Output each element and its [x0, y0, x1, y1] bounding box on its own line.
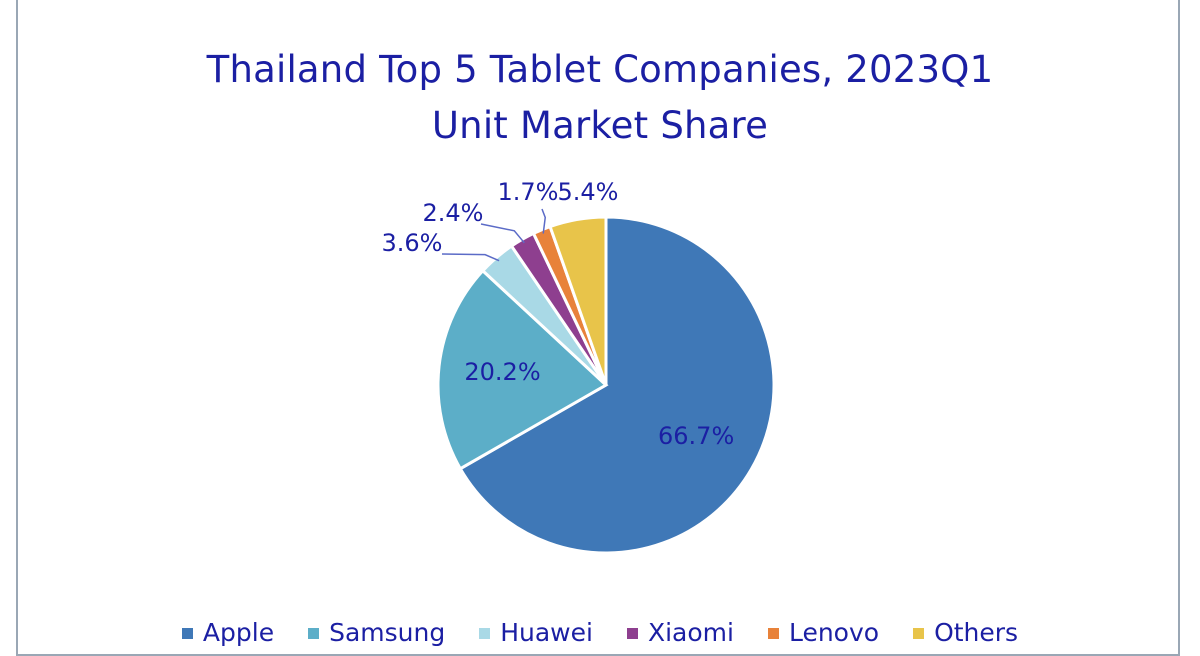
- leader-line-huawei: [441, 253, 500, 262]
- data-label-xiaomi: 2.4%: [423, 199, 484, 227]
- data-label-apple: 66.7%: [658, 422, 734, 450]
- data-label-samsung: 20.2%: [464, 358, 540, 386]
- leader-line-xiaomi: [480, 223, 525, 244]
- legend-swatch-apple: [181, 627, 193, 639]
- legend-item-others: Others: [913, 618, 1018, 648]
- legend-label-others: Others: [934, 618, 1019, 647]
- legend-swatch-others: [913, 627, 925, 639]
- pie-slice-others: [548, 215, 608, 386]
- pie-slice-samsung: [436, 268, 609, 471]
- legend-label-lenovo: Lenovo: [788, 618, 880, 647]
- leader-line-lenovo: [541, 208, 547, 234]
- data-label-huawei: 3.6%: [382, 229, 443, 257]
- data-label-others: 5.4%: [558, 178, 619, 206]
- pie-slice-apple: [458, 215, 776, 555]
- data-label-lenovo: 1.7%: [498, 178, 559, 206]
- legend-item-huawei: Huawei: [479, 618, 593, 648]
- legend-swatch-lenovo: [767, 627, 779, 639]
- legend-swatch-samsung: [308, 627, 320, 639]
- chart-legend: Apple Samsung Huawei Xiaomi Lenovo Others: [0, 618, 1200, 648]
- legend-label-huawei: Huawei: [500, 618, 593, 647]
- pie-chart: 66.7% 20.2% 3.6%2.4% 1.7% 5.4%: [382, 178, 776, 555]
- chart-title-line-2: Unit Market Share: [431, 104, 769, 147]
- legend-swatch-xiaomi: [626, 627, 638, 639]
- legend-label-apple: Apple: [202, 618, 275, 647]
- legend-item-samsung: Samsung: [308, 618, 445, 648]
- legend-item-lenovo: Lenovo: [767, 618, 880, 648]
- legend-swatch-huawei: [479, 627, 491, 639]
- legend-label-samsung: Samsung: [329, 618, 446, 647]
- legend-item-xiaomi: Xiaomi: [626, 618, 734, 648]
- chart-title-line-1: Thailand Top 5 Tablet Companies, 2023Q1: [206, 48, 994, 91]
- legend-item-apple: Apple: [181, 618, 275, 648]
- legend-label-xiaomi: Xiaomi: [647, 618, 734, 647]
